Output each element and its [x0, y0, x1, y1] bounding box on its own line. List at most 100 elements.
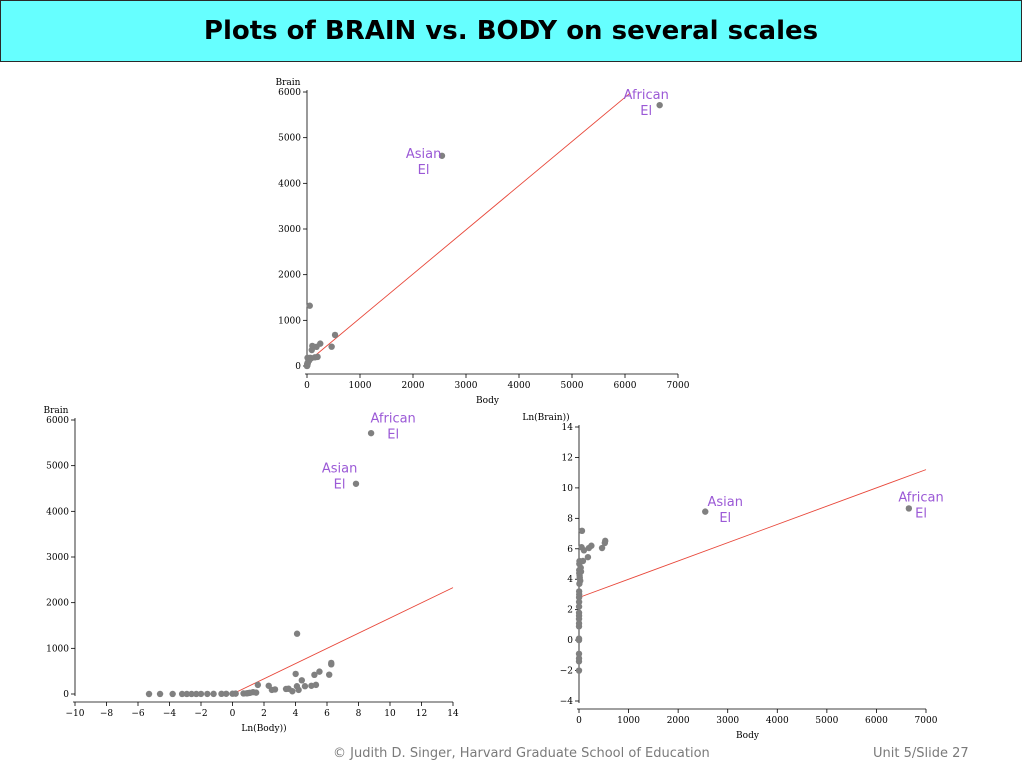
- title-bar: Plots of BRAIN vs. BODY on several scale…: [0, 0, 1022, 62]
- y-tick-label: 8: [567, 514, 573, 524]
- y-tick-label: 3000: [46, 553, 69, 563]
- x-tick-label: −2: [194, 709, 207, 719]
- x-tick-label: 2: [261, 709, 267, 719]
- y-tick-label: 2: [567, 606, 573, 616]
- data-point: [204, 690, 211, 698]
- slide-title: Plots of BRAIN vs. BODY on several scale…: [203, 16, 819, 46]
- data-point: [268, 686, 276, 694]
- x-axis-title: Ln(Body)): [241, 723, 286, 734]
- data-point: [252, 689, 260, 696]
- y-tick-label: 0: [63, 690, 69, 700]
- point-annotation: African El: [624, 88, 669, 119]
- data-point: [254, 681, 262, 689]
- x-tick-label: 12: [416, 709, 427, 719]
- data-point: [367, 429, 375, 437]
- x-axis-title: Body: [736, 731, 760, 741]
- y-tick-label: 4000: [46, 507, 69, 517]
- point-annotation: African El: [370, 411, 415, 442]
- x-tick-label: 4: [293, 709, 299, 719]
- x-tick-label: −10: [66, 709, 85, 719]
- y-tick-label: 0: [567, 636, 573, 646]
- x-tick-label: 0: [576, 716, 582, 726]
- data-point: [218, 690, 225, 698]
- y-tick-label: 14: [562, 423, 574, 433]
- data-point: [328, 661, 335, 668]
- data-point: [575, 667, 583, 674]
- y-tick-label: 6000: [278, 88, 301, 98]
- data-point: [575, 603, 583, 610]
- data-point: [656, 101, 663, 109]
- data-point: [223, 690, 230, 697]
- data-point: [178, 690, 186, 698]
- data-point: [575, 620, 583, 627]
- data-point: [197, 690, 205, 698]
- y-tick-label: 6000: [46, 416, 69, 426]
- x-tick-label: 4000: [508, 381, 531, 391]
- x-tick-label: 2000: [667, 716, 690, 726]
- data-point: [585, 544, 593, 552]
- x-tick-label: 8: [356, 709, 362, 719]
- data-point: [575, 658, 583, 665]
- data-point: [282, 685, 290, 693]
- data-point: [352, 480, 360, 487]
- data-point: [245, 689, 252, 697]
- data-point: [183, 690, 191, 698]
- data-point: [193, 690, 200, 698]
- point-annotation: African El: [898, 491, 943, 522]
- x-axis-title: Body: [476, 396, 500, 406]
- y-tick-label: 2000: [46, 599, 69, 609]
- x-tick-label: 7000: [667, 381, 690, 391]
- x-tick-label: 6: [324, 709, 330, 719]
- fit-line: [578, 469, 927, 598]
- y-axis-title: Ln(Brain)): [522, 412, 569, 423]
- data-point: [584, 553, 592, 561]
- data-point: [576, 569, 583, 577]
- data-point: [156, 690, 164, 698]
- data-point: [578, 527, 586, 535]
- data-point: [576, 580, 583, 587]
- data-point: [702, 508, 709, 515]
- data-point: [601, 539, 609, 547]
- point-annotation: Asian El: [406, 147, 441, 178]
- y-tick-label: 5000: [278, 134, 301, 144]
- data-point: [438, 152, 446, 159]
- data-point: [210, 690, 217, 698]
- x-tick-label: 3000: [716, 716, 739, 726]
- data-point: [311, 671, 318, 679]
- y-tick-label: −2: [560, 667, 573, 677]
- data-point: [306, 302, 313, 309]
- x-tick-label: 1000: [349, 381, 372, 391]
- data-point: [905, 505, 913, 512]
- y-tick-label: 3000: [278, 225, 301, 235]
- data-point: [293, 630, 301, 637]
- data-point: [303, 362, 311, 370]
- footer-slide-number: Unit 5/Slide 27: [873, 746, 969, 761]
- x-tick-label: 6000: [614, 381, 637, 391]
- x-tick-label: 0: [230, 709, 236, 719]
- y-axis-title: Brain: [276, 78, 301, 88]
- data-point: [188, 690, 195, 698]
- y-tick-label: 12: [562, 453, 573, 463]
- x-tick-label: 4000: [766, 716, 789, 726]
- data-point: [328, 343, 335, 350]
- data-point: [326, 671, 333, 678]
- data-point: [298, 677, 305, 684]
- x-tick-label: 6000: [865, 716, 888, 726]
- data-point: [308, 346, 315, 354]
- x-tick-label: 0: [304, 381, 310, 391]
- data-point: [295, 686, 302, 694]
- y-tick-label: 2000: [278, 271, 301, 281]
- data-point: [575, 598, 583, 606]
- data-point: [580, 547, 588, 554]
- x-tick-label: 5000: [815, 716, 838, 726]
- y-tick-label: 4000: [278, 179, 301, 189]
- data-point: [145, 690, 153, 698]
- y-tick-label: 10: [562, 484, 574, 494]
- data-point: [598, 544, 606, 552]
- fit-line: [306, 92, 631, 363]
- x-tick-label: −4: [163, 709, 177, 719]
- data-point: [289, 688, 296, 695]
- data-point: [575, 612, 583, 619]
- data-point: [575, 636, 583, 644]
